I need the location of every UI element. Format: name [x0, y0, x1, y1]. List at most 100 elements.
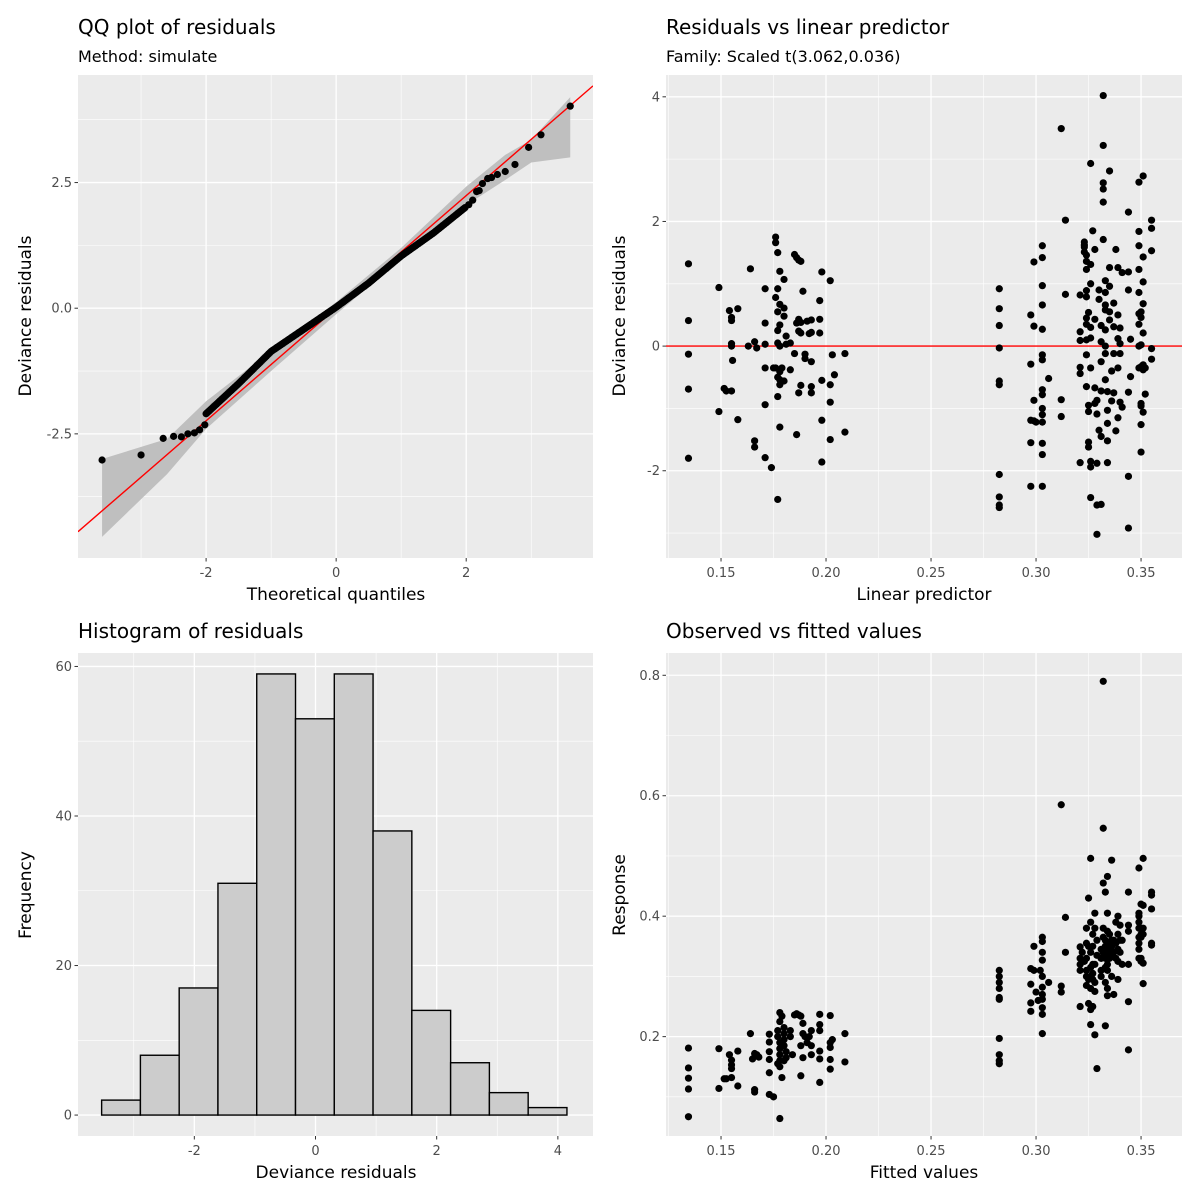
rvlp-point — [1114, 311, 1122, 319]
rvlp-point — [780, 312, 788, 320]
rvlp-point — [995, 503, 1003, 512]
hist-bar — [178, 987, 219, 1116]
rvlp-point — [1105, 316, 1114, 324]
ovf-point — [995, 1060, 1003, 1068]
rvlp-point — [1061, 216, 1070, 224]
rvlp-point — [1027, 360, 1035, 368]
rvlp-point — [1038, 391, 1046, 399]
rvlp-point — [797, 257, 805, 265]
rvlp-point — [1137, 402, 1145, 410]
rvlp-point — [725, 306, 734, 315]
hist-y-tick-label: 20 — [55, 959, 72, 974]
rvlp-point — [1147, 216, 1156, 224]
ovf-point — [1057, 982, 1065, 990]
rvlp-point — [1087, 334, 1095, 342]
rvlp-point — [1061, 290, 1070, 298]
rvlp-point — [1093, 530, 1101, 538]
rvlp-point — [734, 305, 742, 313]
rvlp-point — [684, 385, 693, 393]
ovf-point — [826, 1065, 834, 1073]
rvlp-point — [1108, 367, 1116, 375]
ovf-point — [1147, 905, 1156, 913]
rvlp-point — [995, 470, 1003, 479]
rvlp-point — [684, 260, 693, 268]
rvlp-point — [1114, 263, 1122, 272]
rvlp-point — [776, 423, 784, 431]
rvlp-point — [776, 342, 784, 350]
rvlp-point — [1118, 268, 1126, 277]
ovf-point — [1089, 969, 1097, 977]
rvlp-point — [780, 377, 788, 385]
ovf-title: Observed vs fitted values — [666, 619, 922, 643]
ovf-point — [1101, 1022, 1109, 1030]
rvlp-point — [727, 387, 736, 395]
rvlp-x-tick-label: 0.20 — [812, 566, 841, 581]
qq-point — [461, 204, 469, 212]
ovf-point — [1038, 1004, 1046, 1012]
qq-plot-background — [78, 75, 593, 558]
qq-point — [537, 131, 545, 139]
rvlp-point — [1091, 384, 1099, 392]
rvlp-point — [1038, 325, 1046, 333]
ovf-point — [1116, 948, 1124, 956]
ovf-y-tick-label: 0.6 — [639, 789, 660, 804]
rvlp-point — [1082, 383, 1091, 391]
ovf-point — [1147, 891, 1156, 899]
rvlp-point — [1099, 179, 1107, 187]
rvlp-point — [1103, 406, 1112, 414]
ovf-point — [769, 1093, 778, 1101]
ovf-point — [1103, 960, 1112, 968]
rvlp-point — [816, 329, 824, 337]
ovf-point — [1087, 948, 1095, 956]
rvlp-point — [1118, 403, 1126, 411]
ovf-point — [1114, 912, 1122, 920]
qq-point — [566, 102, 574, 110]
rvlp-point — [1084, 438, 1093, 446]
ovf-point — [1061, 948, 1070, 956]
rvlp-point — [1101, 277, 1109, 285]
rvlp-point — [818, 458, 826, 466]
rvlp-point — [995, 381, 1003, 389]
rvlp-title: Residuals vs linear predictor — [666, 15, 950, 39]
rvlp-point — [826, 435, 834, 444]
rvlp-point — [801, 350, 809, 358]
ovf-point — [797, 1042, 805, 1050]
ovf-point — [1091, 960, 1099, 968]
rvlp-point — [1124, 268, 1133, 276]
rvlp-point — [1076, 369, 1084, 378]
rvlp-point — [727, 316, 736, 325]
rvlp-point — [807, 316, 815, 324]
rvlp-point — [1101, 301, 1109, 309]
ovf-point — [816, 1078, 824, 1087]
rvlp-point — [1139, 300, 1147, 308]
rvlp-point — [1112, 427, 1120, 435]
ovf-point — [995, 995, 1003, 1003]
ovf-point — [1027, 980, 1035, 988]
ovf-point — [1038, 948, 1046, 956]
hist-bar — [449, 1062, 491, 1116]
rvlp-point — [1084, 308, 1093, 317]
rvlp-point — [774, 308, 782, 316]
ovf-point — [1027, 1007, 1035, 1015]
ovf-point — [774, 1033, 782, 1041]
rvlp-point — [1093, 410, 1101, 418]
ovf-point — [755, 1053, 763, 1061]
ovf-point — [1103, 909, 1112, 917]
ovf-y-tick-label: 0.2 — [639, 1030, 660, 1045]
ovf-point — [1093, 1064, 1101, 1073]
rvlp-point — [1105, 167, 1114, 175]
ovf-point — [1116, 921, 1124, 929]
rvlp-point — [728, 356, 737, 365]
ovf-point — [1103, 984, 1112, 993]
rvlp-point — [841, 428, 849, 436]
qq-y-tick-label: 2.5 — [51, 176, 72, 191]
ovf-point — [765, 1069, 773, 1077]
rvlp-point — [786, 366, 794, 374]
ovf-point — [765, 1030, 773, 1038]
rvlp-x-tick-label: 0.30 — [1022, 566, 1051, 581]
ovf-point — [1139, 901, 1147, 909]
rvlp-point — [1126, 373, 1135, 381]
rvlp-point — [1087, 457, 1095, 465]
qq-point — [195, 426, 204, 434]
ovf-point — [1038, 983, 1046, 991]
